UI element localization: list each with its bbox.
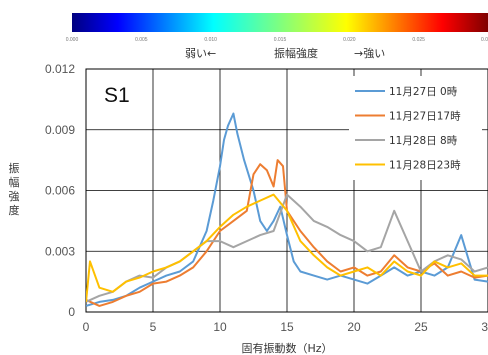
x-tick-label: 10 [213, 320, 227, 334]
legend-entry: 11月28日23時 [389, 160, 461, 172]
y-tick-label: 0.009 [45, 123, 75, 137]
y-tick-label: 0.003 [45, 244, 75, 258]
y-axis-label: 振幅強度 [9, 161, 20, 217]
colorbar-tick-label: 0.025 [412, 37, 425, 43]
y-tick-label: 0.006 [45, 184, 75, 198]
legend-entry: 11月27日17時 [389, 111, 461, 123]
series-group [86, 112, 488, 307]
colorbar-tick-label: 0.010 [204, 37, 217, 43]
legend-entry: 11月28日 8時 [389, 135, 458, 147]
y-axis-ticks: 0 0.003 0.006 0.009 0.012 [45, 62, 75, 319]
header-strong: →強い [354, 47, 385, 60]
header-title: 振幅強度 [274, 46, 318, 60]
y-axis-label-char: 強 [9, 190, 20, 203]
legend-entry: 11月27日 0時 [389, 86, 458, 98]
legend: 11月27日 0時 11月27日17時 11月28日 8時 11月28日23時 [355, 86, 461, 172]
series-line [86, 112, 488, 307]
colorbar [72, 13, 488, 32]
series-line [86, 193, 488, 302]
panel-label: S1 [104, 84, 130, 107]
colorbar-tick-label: 0.0 [481, 37, 488, 43]
legend-box [349, 76, 482, 180]
x-axis-ticks: 0 5 10 15 20 25 3 [83, 320, 488, 334]
colorbar-tick-label: 0.000 [66, 37, 79, 43]
x-axis-label: 固有振動数（Hz） [241, 341, 332, 355]
x-tick-label: 15 [280, 320, 294, 334]
y-tick-label: 0.012 [45, 62, 75, 76]
y-axis-label-char: 度 [9, 203, 20, 217]
series-line [86, 193, 488, 303]
header-weak: 弱い← [185, 47, 216, 60]
colorbar-tick-label: 0.015 [274, 37, 287, 43]
y-axis-label-char: 幅 [9, 176, 20, 189]
colorbar-tick-label: 0.005 [135, 37, 148, 43]
colorbar-tick-label: 0.020 [343, 37, 356, 43]
series-line [86, 159, 488, 307]
x-tick-label: 0 [83, 320, 90, 334]
x-tick-label: 5 [150, 320, 157, 334]
colorbar-ticks: 0.000 0.005 0.010 0.015 0.020 0.025 0.0 [66, 37, 488, 43]
x-tick-label: 20 [347, 320, 361, 334]
plot-frame [85, 68, 488, 313]
x-tick-label: 3 [481, 320, 488, 334]
y-tick-label: 0 [68, 305, 75, 319]
y-axis-label-char: 振 [9, 161, 20, 175]
x-tick-label: 25 [414, 320, 428, 334]
